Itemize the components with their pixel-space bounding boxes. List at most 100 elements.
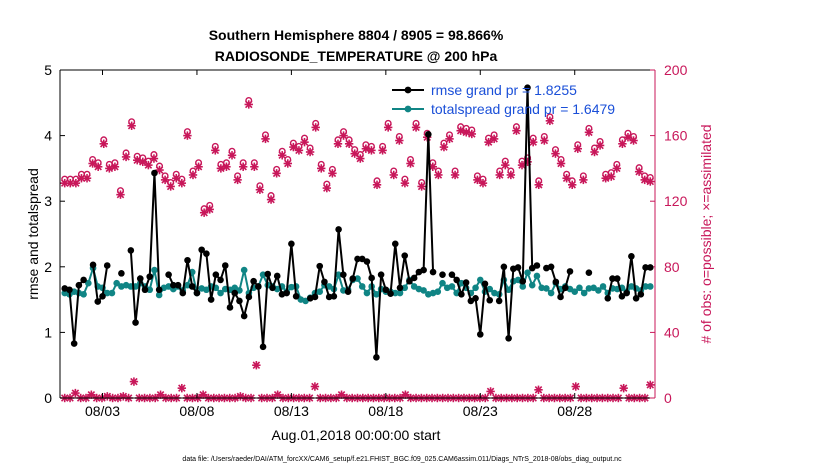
obs-markers	[60, 96, 655, 403]
y-axis-right-ticks: 0 40 80 120 160 200	[650, 62, 688, 406]
obs-assimilated-marker	[411, 123, 421, 132]
legend-rmse-marker	[404, 86, 412, 94]
obs-assimilated-marker	[534, 180, 543, 189]
obs-assimilated-marker	[194, 162, 203, 171]
rmse-point	[349, 275, 357, 282]
rmse-point	[188, 283, 196, 290]
rmse-point	[94, 298, 102, 305]
rmse-point	[174, 281, 182, 289]
totalspread-point	[476, 276, 484, 284]
rmse-point	[458, 291, 465, 298]
totalspread-point	[448, 283, 456, 290]
rmse-point	[99, 293, 106, 300]
rmse-point	[335, 226, 342, 233]
rmse-point	[462, 279, 470, 286]
rmse-point	[519, 277, 527, 285]
rmse-point	[217, 276, 224, 284]
obs-assimilated-marker	[629, 136, 638, 145]
rmse-point	[132, 319, 139, 326]
totalspread-point	[543, 285, 550, 292]
obs-assimilated-marker	[317, 164, 326, 173]
rmse-point	[585, 269, 593, 277]
totalspread-point	[420, 287, 427, 294]
obs-assimilated-marker	[344, 139, 354, 148]
rmse-point	[486, 296, 494, 304]
rmse-point	[321, 278, 328, 286]
obs-assimilated-marker	[261, 134, 270, 144]
obs-assimilated-marker	[571, 382, 580, 391]
rmse-point	[240, 312, 248, 320]
x-tick-label: 08/18	[368, 403, 403, 419]
obs-assimilated-marker	[311, 123, 320, 132]
obs-assimilated-marker	[646, 177, 655, 186]
totalspread-point	[646, 283, 654, 290]
rmse-point	[193, 289, 201, 297]
obs-assimilated-marker	[445, 134, 454, 144]
rmse-point	[623, 289, 630, 297]
footnote: data file: /Users/raeder/DAI/ATM_forcXX/…	[182, 456, 622, 463]
totalspread-point	[401, 284, 409, 292]
rmse-point	[637, 291, 645, 298]
rmse-point	[170, 281, 177, 289]
obs-assimilated-marker	[467, 129, 477, 139]
rmse-point	[75, 281, 83, 289]
chart-title: Southern Hemisphere 8804 / 8905 = 98.866…	[209, 27, 504, 43]
rmse-point	[80, 276, 87, 284]
totalspread-point	[217, 289, 224, 297]
rmse-point	[236, 297, 243, 305]
totalspread-point	[146, 286, 154, 294]
rmse-point	[552, 278, 560, 286]
y-tick-label: 0	[44, 390, 52, 406]
rmse-point	[481, 280, 489, 288]
rmse-point	[292, 293, 300, 300]
rmse-point	[165, 271, 172, 278]
obs-assimilated-marker	[478, 178, 488, 188]
obs-assimilated-marker	[238, 162, 248, 171]
obs-assimilated-marker	[294, 146, 304, 155]
totalspread-point	[434, 288, 442, 296]
rmse-point	[439, 271, 446, 278]
totalspread-point	[155, 291, 163, 299]
rmse-point	[453, 276, 460, 284]
rmse-point	[363, 258, 371, 265]
rmse-point	[103, 262, 111, 269]
rmse-point	[127, 247, 135, 254]
obs-assimilated-marker	[417, 182, 426, 191]
rmse-point	[330, 293, 338, 300]
obs-assimilated-marker	[339, 131, 348, 140]
obs-assimilated-marker	[612, 164, 622, 173]
rmse-point	[226, 304, 234, 311]
rmse-point	[231, 289, 239, 297]
rmse-point	[136, 275, 144, 282]
totalspread-point	[547, 289, 555, 297]
rmse-point	[429, 268, 437, 276]
rmse-point	[410, 274, 418, 282]
obs-assimilated-marker	[149, 154, 159, 163]
rmse-point	[382, 286, 390, 294]
obs-assimilated-marker	[367, 146, 376, 155]
obs-assimilated-marker	[300, 137, 309, 147]
rmse-point	[259, 343, 267, 351]
y-right-tick-label: 80	[664, 259, 680, 275]
obs-assimilated-marker	[110, 162, 120, 171]
rmse-point	[505, 335, 512, 342]
x-tick-label: 08/28	[557, 403, 592, 419]
plot-frame	[59, 69, 656, 399]
obs-assimilated-marker	[618, 139, 627, 148]
obs-assimilated-marker	[383, 123, 393, 132]
obs-assimilated-marker	[205, 205, 214, 214]
totalspread-point	[373, 291, 380, 298]
y-tick-label: 2	[44, 259, 52, 275]
obs-assimilated-marker	[233, 175, 242, 185]
totalspread-point	[472, 284, 479, 292]
legend: rmse grand pr = 1.8255 totalspread grand…	[392, 82, 615, 117]
rmse-point	[184, 256, 191, 264]
rmse-point	[141, 286, 149, 294]
rmse-point	[514, 264, 522, 271]
totalspread-point	[203, 286, 210, 294]
totalspread-point	[439, 279, 446, 287]
obs-assimilated-marker	[278, 151, 287, 160]
obs-assimilated-marker	[328, 169, 337, 178]
totalspread-point	[396, 289, 404, 297]
obs-assimilated-marker	[244, 100, 253, 109]
